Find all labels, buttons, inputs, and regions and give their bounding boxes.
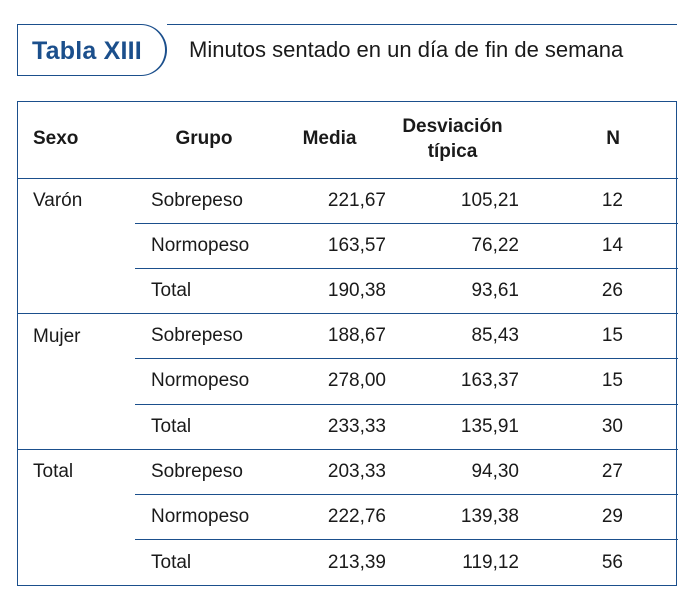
cell-media: 278,00: [273, 358, 386, 405]
cell-n: 15: [519, 358, 678, 405]
cell-n: 26: [519, 267, 678, 314]
header-desviacion-line2: típica: [427, 140, 478, 162]
cell-sexo: [18, 268, 135, 313]
cell-grupo: Sobrepeso: [151, 189, 243, 211]
cell-grupo: Sobrepeso: [135, 448, 273, 495]
cell-media-value: 222,76: [327, 506, 386, 528]
cell-sexo: Total: [18, 448, 135, 495]
cell-media-value: 163,57: [327, 234, 386, 256]
cell-n: 29: [519, 494, 678, 540]
cell-n: 12: [601, 189, 623, 211]
cell-desviacion-value: 135,91: [460, 415, 519, 437]
table-row: Mujer Sobrepeso 188,67 85,43 15: [18, 313, 678, 359]
table-row: Total Sobrepeso 203,33 94,30 27: [18, 448, 678, 495]
cell-desviacion-value: 139,38: [460, 506, 519, 528]
cell-grupo: Normopeso: [135, 494, 273, 540]
header-n: N: [519, 102, 678, 179]
table-row: Total 233,33 135,91 30: [18, 403, 678, 450]
cell-media: 188,67: [273, 313, 386, 359]
cell-desviacion-value: 163,37: [460, 370, 519, 392]
header-media: Media: [273, 102, 386, 179]
cell-media: 222,76: [273, 494, 386, 540]
cell-sexo: [18, 540, 135, 585]
cell-media-value: 213,39: [327, 551, 386, 573]
cell-desviacion: 135,91: [386, 403, 519, 450]
cell-media-value: 190,38: [327, 280, 386, 302]
cell-sexo: Mujer: [18, 313, 135, 359]
cell-sexo: [18, 404, 135, 449]
cell-grupo: Total: [135, 403, 273, 450]
table-row: Varón Sobrepeso 221,67 105,21 12: [18, 178, 678, 223]
table-row: Total 213,39 119,12 56: [18, 539, 678, 585]
cell-desviacion-value: 119,12: [462, 551, 519, 573]
table-caption: Tabla XIII Minutos sentado en un día de …: [17, 24, 677, 80]
cell-grupo: Normopeso: [135, 222, 273, 269]
cell-media: 221,67: [273, 178, 386, 223]
cell-n: 27: [519, 448, 678, 495]
table-row: Normopeso 278,00 163,37 15: [18, 358, 678, 405]
cell-desviacion: 105,21: [386, 178, 519, 223]
caption-title: Minutos sentado en un día de fin de sema…: [189, 37, 624, 62]
cell-sexo: [18, 495, 135, 540]
cell-grupo: Sobrepeso: [135, 313, 273, 359]
cell-media-value: 233,33: [327, 415, 386, 437]
header-desviacion: Desviación típica: [386, 102, 519, 179]
cell-desviacion-value: 76,22: [471, 234, 519, 256]
cell-media-value: 203,33: [327, 460, 386, 482]
cell-media: 163,57: [273, 222, 386, 269]
cell-desviacion: 119,12: [386, 539, 519, 585]
cell-sexo: Varón: [33, 189, 83, 211]
cell-desviacion-value: 94,30: [471, 460, 519, 482]
caption-tab: Tabla XIII: [17, 24, 167, 76]
data-table-frame: Sexo Grupo Media Desviación típica N Var…: [17, 101, 678, 586]
caption-label: Tabla XIII: [32, 37, 142, 65]
header-desviacion-line1: Desviación: [402, 116, 503, 138]
cell-sexo: [18, 223, 135, 268]
cell-sexo: [18, 359, 135, 404]
cell-grupo: Total: [135, 267, 273, 314]
cell-desviacion: 139,38: [386, 494, 519, 540]
table-row: Total 190,38 93,61 26: [18, 267, 678, 314]
cell-n: 14: [519, 222, 678, 269]
cell-media: 203,33: [273, 448, 386, 495]
cell-desviacion: 94,30: [386, 448, 519, 495]
cell-desviacion: 93,61: [386, 267, 519, 314]
cell-media: 190,38: [273, 267, 386, 314]
cell-media-value: 188,67: [327, 325, 386, 347]
data-table: Sexo Grupo Media Desviación típica N Var…: [18, 102, 678, 585]
cell-grupo: Total: [135, 539, 273, 585]
cell-media-value: 221,67: [327, 189, 386, 211]
cell-n: 30: [519, 403, 678, 450]
caption-rule: [167, 24, 677, 25]
cell-desviacion-value: 93,61: [471, 280, 519, 302]
cell-desviacion: 76,22: [386, 222, 519, 269]
cell-desviacion-value: 105,21: [460, 189, 519, 211]
table-row: Normopeso 163,57 76,22 14: [18, 222, 678, 269]
cell-n: 15: [519, 313, 678, 359]
header-sexo: Sexo: [18, 102, 135, 179]
table-header-row: Sexo Grupo Media Desviación típica N: [18, 102, 678, 179]
cell-n: 56: [519, 539, 678, 585]
cell-desviacion: 163,37: [386, 358, 519, 405]
table-row: Normopeso 222,76 139,38 29: [18, 494, 678, 540]
cell-media: 213,39: [273, 539, 386, 585]
cell-media-value: 278,00: [327, 370, 386, 392]
cell-desviacion-value: 85,43: [471, 325, 519, 347]
cell-media: 233,33: [273, 403, 386, 450]
header-grupo: Grupo: [135, 102, 273, 179]
cell-desviacion: 85,43: [386, 313, 519, 359]
cell-grupo: Normopeso: [135, 358, 273, 405]
